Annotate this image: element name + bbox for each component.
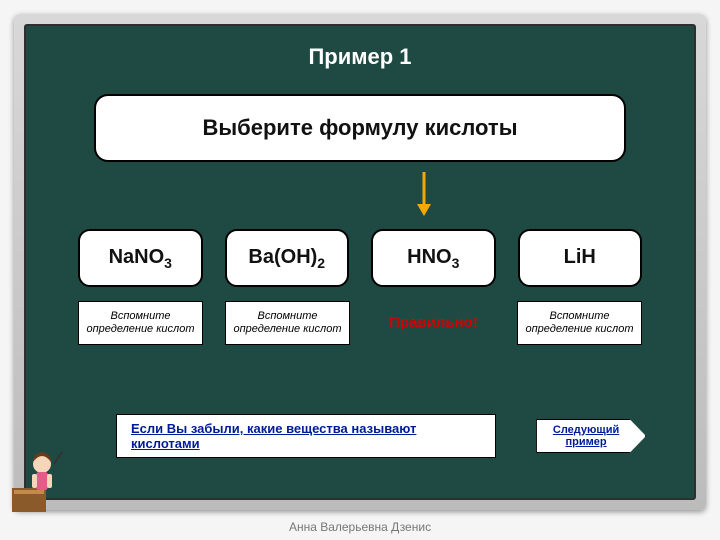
option-1-sub: 3	[164, 255, 172, 271]
arrow-indicator	[74, 170, 646, 223]
bottom-row: Если Вы забыли, какие вещества называют …	[116, 414, 646, 458]
option-2-main: Ba(OH)	[248, 246, 317, 268]
next-button[interactable]: Следующий пример	[536, 419, 646, 453]
option-2-sub: 2	[317, 255, 325, 271]
option-4-main: LiH	[564, 246, 596, 268]
option-3-main: HNO	[407, 246, 451, 268]
feedback-row: Вспомните определение кислот Вспомните о…	[78, 301, 642, 345]
page-title: Пример 1	[74, 44, 646, 70]
feedback-4: Вспомните определение кислот	[517, 301, 642, 345]
option-1-main: NaNO	[109, 246, 165, 268]
option-1[interactable]: NaNO3	[78, 229, 203, 287]
teacher-icon	[6, 444, 64, 516]
option-2[interactable]: Ba(OH)2	[225, 229, 350, 287]
arrow-down-icon	[414, 170, 434, 218]
author-label: Анна Валерьевна Дзенис	[0, 520, 720, 534]
feedback-3: Правильно!	[372, 301, 495, 345]
options-row: NaNO3 Ba(OH)2 HNO3 LiH	[78, 229, 642, 287]
feedback-1: Вспомните определение кислот	[78, 301, 203, 345]
board-frame: Пример 1 Выберите формулу кислоты NaNO3 …	[14, 14, 706, 510]
question-box: Выберите формулу кислоты	[94, 94, 626, 162]
hint-link[interactable]: Если Вы забыли, какие вещества называют …	[116, 414, 496, 458]
option-3[interactable]: HNO3	[371, 229, 496, 287]
option-4[interactable]: LiH	[518, 229, 643, 287]
option-3-sub: 3	[452, 255, 460, 271]
chalkboard: Пример 1 Выберите формулу кислоты NaNO3 …	[24, 24, 696, 500]
feedback-2: Вспомните определение кислот	[225, 301, 350, 345]
